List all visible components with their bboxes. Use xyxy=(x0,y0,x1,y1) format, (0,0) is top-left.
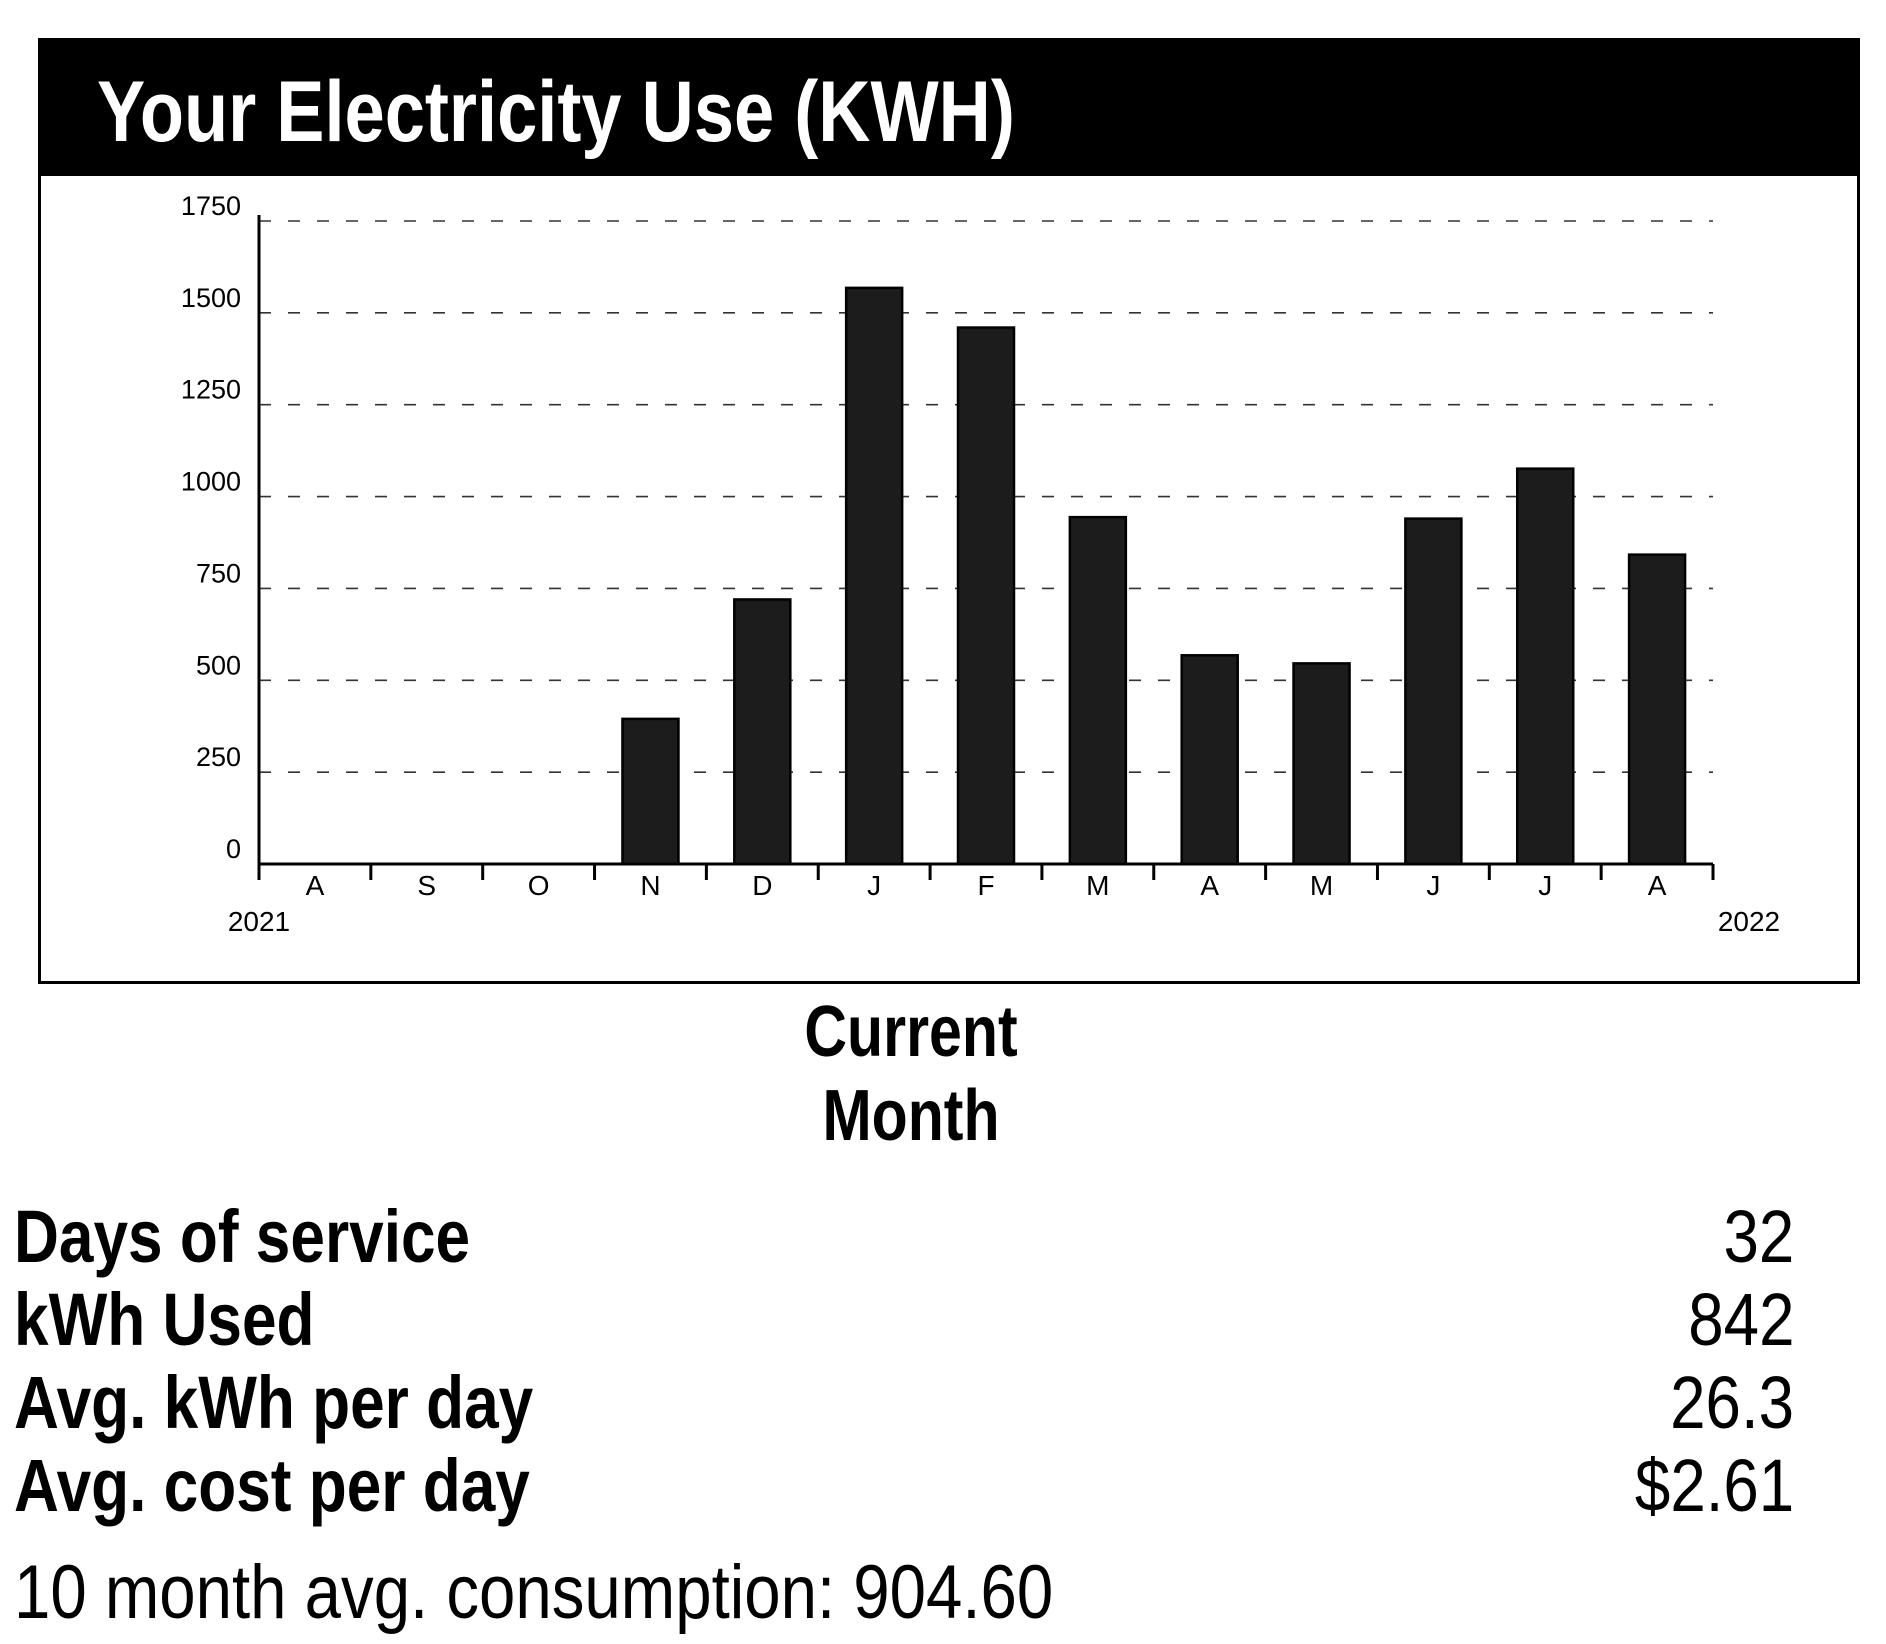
x-tick-label: N xyxy=(640,870,660,901)
y-tick-label: 1750 xyxy=(181,191,241,221)
bar-11 xyxy=(1404,517,1463,866)
stat-value: 32 xyxy=(1723,1195,1794,1278)
stat-label: kWh Used xyxy=(14,1278,315,1361)
x-tick-label: J xyxy=(1426,870,1440,901)
electricity-chart-panel: Your Electricity Use (KWH) 0 250 500 750 100… xyxy=(38,38,1860,984)
stat-row-kwh-used: kWh Used 842 xyxy=(14,1278,1794,1361)
x-tick-label: A xyxy=(306,870,325,901)
bar-8 xyxy=(1068,515,1128,866)
x-tick-label: M xyxy=(1086,870,1109,901)
current-month-line1: Current xyxy=(804,992,1018,1072)
stat-value: 26.3 xyxy=(1670,1361,1794,1444)
current-month-line2: Month xyxy=(822,1076,1000,1156)
bar-13 xyxy=(1627,553,1687,866)
current-month-heading: Current Month xyxy=(0,990,1822,1158)
y-tick-label: 1000 xyxy=(181,467,241,497)
stat-value: 842 xyxy=(1687,1278,1794,1361)
bar-12 xyxy=(1515,467,1575,866)
x-tick-label: J xyxy=(1538,870,1552,901)
bar-7 xyxy=(956,326,1016,866)
end-year-label: 2022 xyxy=(1718,906,1780,937)
stat-row-avg-cost-per-day: Avg. cost per day $2.61 xyxy=(14,1444,1794,1527)
x-tick-label: F xyxy=(977,870,994,901)
x-tick-label: O xyxy=(528,870,550,901)
y-tick-label: 0 xyxy=(226,834,241,864)
stat-label: Avg. cost per day xyxy=(14,1444,530,1527)
usage-stats: Days of service 32 kWh Used 842 Avg. kWh… xyxy=(14,1195,1794,1527)
x-tick-label: M xyxy=(1310,870,1333,901)
chart-title: Your Electricity Use (KWH) xyxy=(97,64,1015,160)
ten-month-average-footnote: 10 month avg. consumption: 904.60 xyxy=(14,1550,1054,1635)
x-tick-label: J xyxy=(867,870,881,901)
bar-10 xyxy=(1292,662,1351,866)
y-tick-label: 1500 xyxy=(181,283,241,313)
y-tick-label: 750 xyxy=(196,558,241,588)
start-year-label: 2021 xyxy=(228,906,290,937)
stat-label: Days of service xyxy=(14,1195,471,1278)
bar-4 xyxy=(621,717,680,866)
x-tick-label: D xyxy=(752,870,772,901)
stat-value: $2.61 xyxy=(1634,1444,1794,1527)
stat-label: Avg. kWh per day xyxy=(14,1361,534,1444)
y-tick-label: 500 xyxy=(196,650,241,680)
chart-header: Your Electricity Use (KWH) xyxy=(41,41,1857,176)
x-tick-label: A xyxy=(1200,870,1219,901)
x-tick-label: A xyxy=(1648,870,1667,901)
y-tick-label: 250 xyxy=(196,742,241,772)
x-tick-label: S xyxy=(417,870,436,901)
bar-6 xyxy=(844,286,904,866)
bar-5 xyxy=(733,598,792,866)
stat-row-avg-kwh-per-day: Avg. kWh per day 26.3 xyxy=(14,1361,1794,1444)
y-tick-label: 1250 xyxy=(181,375,241,405)
stat-row-days-of-service: Days of service 32 xyxy=(14,1195,1794,1278)
bar-9 xyxy=(1180,654,1239,866)
